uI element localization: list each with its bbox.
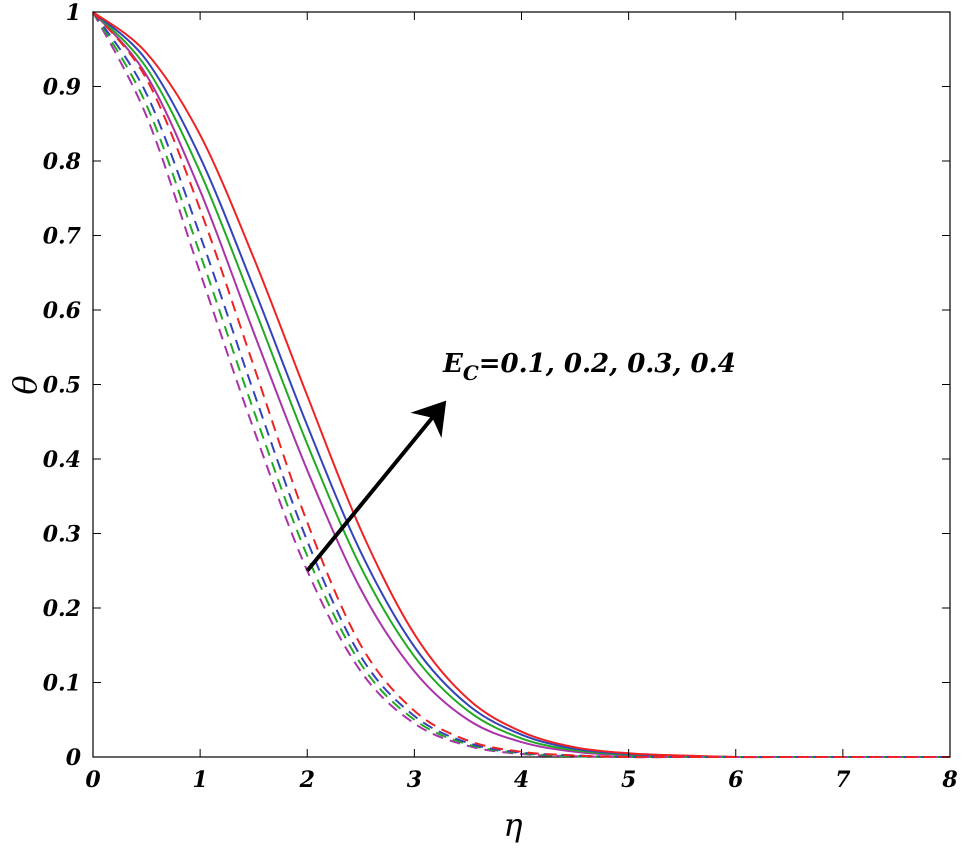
y-tick-label: 0.8 xyxy=(43,149,81,175)
y-tick-label: 0 xyxy=(66,745,82,771)
series-line-7-dashed xyxy=(92,11,950,759)
y-tick-label: 0.2 xyxy=(43,596,81,622)
series-line-8-dashed xyxy=(92,11,950,759)
series-line-5-dashed xyxy=(92,11,950,759)
x-axis-label: η xyxy=(503,806,522,844)
annotation-arrow xyxy=(305,400,447,573)
annotation-subscript: C xyxy=(463,361,479,385)
y-tick-label: 0.4 xyxy=(43,447,81,473)
x-axis: 0 1 2 3 4 5 6 7 8 xyxy=(85,12,958,793)
x-tick-label: 7 xyxy=(835,767,851,793)
y-tick-label: 0.5 xyxy=(43,373,81,399)
x-tick-label: 8 xyxy=(941,767,957,793)
x-tick-label: 3 xyxy=(407,767,422,793)
y-tick-label: 0.1 xyxy=(43,671,81,697)
y-tick-label: 0.6 xyxy=(43,298,81,324)
y-tick-label: 1 xyxy=(66,0,81,26)
plot-area xyxy=(92,11,951,758)
annotation-rest: =0.1, 0.2, 0.3, 0.4 xyxy=(479,349,736,379)
y-axis-label: θ xyxy=(6,375,44,394)
annotation-main: E xyxy=(442,349,464,379)
x-tick-label: 0 xyxy=(85,767,101,793)
series-layer xyxy=(92,11,950,759)
y-tick-label: 0.7 xyxy=(43,224,82,250)
y-tick-label: 0.3 xyxy=(43,522,81,548)
series-line-6-dashed xyxy=(92,11,950,759)
annotation-label: EC=0.1, 0.2, 0.3, 0.4 xyxy=(442,349,736,385)
x-tick-label: 2 xyxy=(299,767,315,793)
y-axis: 0 0.1 0.2 0.3 0.4 0.5 0.6 0.7 0.8 0.9 1 xyxy=(43,0,950,771)
x-tick-label: 1 xyxy=(192,767,207,793)
x-tick-label: 4 xyxy=(514,767,529,793)
x-tick-label: 5 xyxy=(621,767,636,793)
y-tick-label: 0.9 xyxy=(43,75,81,101)
x-tick-label: 6 xyxy=(728,767,743,793)
